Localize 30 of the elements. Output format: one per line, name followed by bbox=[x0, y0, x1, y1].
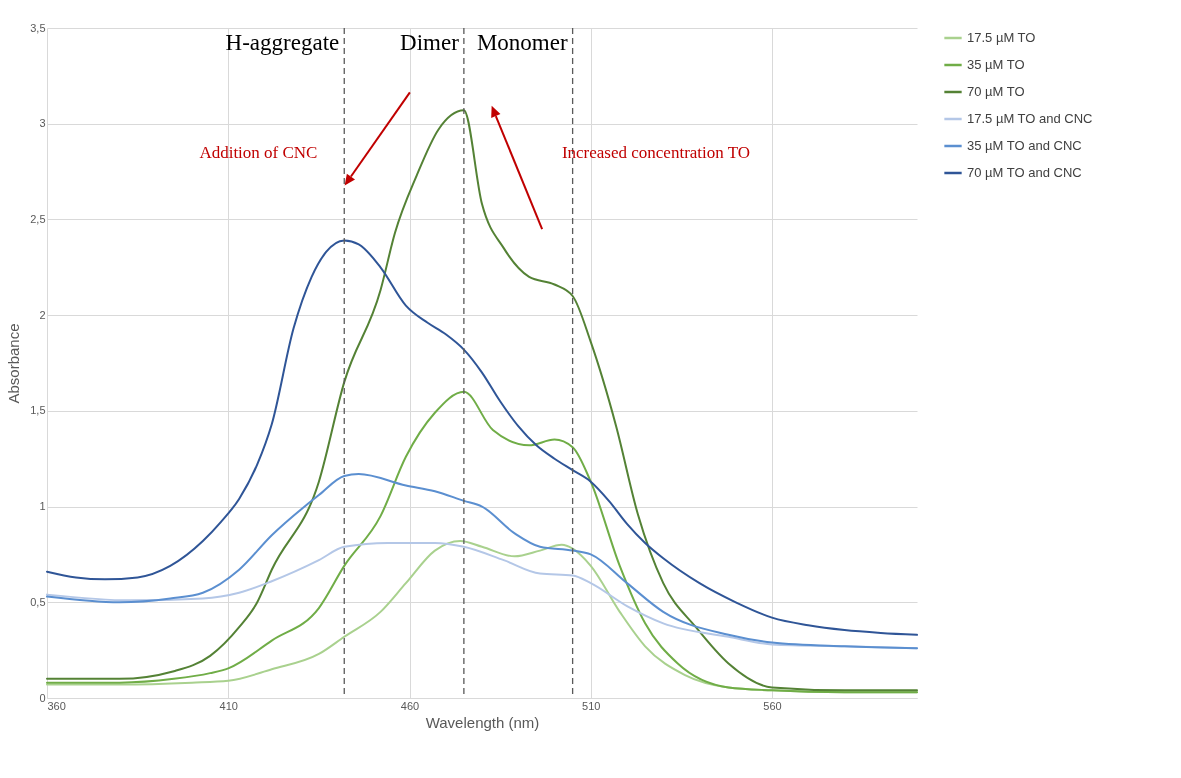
line-series bbox=[46, 239, 918, 636]
line-series bbox=[46, 390, 918, 694]
legend-label: 35 µM TO bbox=[967, 57, 1025, 72]
legend-label: 70 µM TO and CNC bbox=[967, 165, 1082, 180]
annotation: Increased concentration TO bbox=[561, 143, 751, 163]
legend-label: 35 µM TO and CNC bbox=[967, 138, 1082, 153]
legend-label: 70 µM TO bbox=[967, 84, 1025, 99]
x-tick-label: 510 bbox=[582, 699, 601, 712]
y-tick-label: 1,5 bbox=[30, 404, 46, 417]
y-tick-label: 1 bbox=[39, 500, 46, 513]
y-tick-label: 3,5 bbox=[30, 21, 46, 34]
y-tick-label: 3 bbox=[39, 117, 46, 130]
annotation: Addition of CNC bbox=[199, 143, 318, 163]
line-series bbox=[46, 473, 918, 650]
x-tick-label: 360 bbox=[47, 699, 66, 712]
y-tick-label: 2 bbox=[39, 308, 46, 321]
x-axis-title: Wavelength (nm) bbox=[425, 713, 540, 731]
y-axis-title: Absorbance bbox=[5, 323, 23, 404]
legend-label: 17.5 µM TO and CNC bbox=[967, 111, 1093, 126]
x-tick-label: 460 bbox=[400, 699, 420, 712]
legend-label: 17.5 µM TO bbox=[967, 30, 1036, 45]
x-tick-label: 560 bbox=[763, 699, 782, 712]
y-tick-label: 2,5 bbox=[30, 212, 46, 225]
line-series bbox=[46, 109, 918, 692]
ref-line-label: H-aggregate bbox=[225, 30, 340, 55]
y-tick-label: 0,5 bbox=[30, 595, 46, 608]
x-tick-label: 410 bbox=[219, 699, 238, 712]
ref-line-label: Dimer bbox=[400, 30, 460, 55]
y-tick-label: 0 bbox=[39, 691, 46, 704]
ref-line-label: Monomer bbox=[476, 30, 568, 55]
